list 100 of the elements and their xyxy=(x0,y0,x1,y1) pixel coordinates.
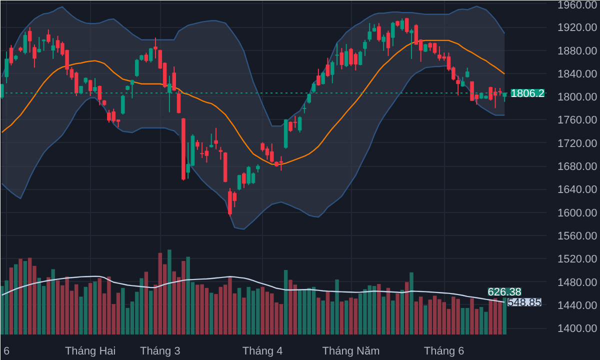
candlestick xyxy=(23,31,28,55)
candlestick xyxy=(340,47,344,70)
x-tick-label: Tháng 4 xyxy=(242,346,283,358)
line-series xyxy=(1,6,506,127)
candlestick xyxy=(368,22,372,42)
candlestick xyxy=(218,146,223,160)
candlestick xyxy=(135,58,139,78)
x-tick-label: Tháng 3 xyxy=(140,346,180,358)
y-tick-label: 1560.00 xyxy=(558,230,598,243)
y-tick-label: 1800.00 xyxy=(558,92,598,104)
y-tick-label: 1400.00 xyxy=(558,323,598,336)
candlestick xyxy=(391,21,395,47)
candlestick xyxy=(316,68,320,86)
candlestick xyxy=(363,39,367,57)
bar xyxy=(488,300,493,334)
bar xyxy=(144,272,148,334)
bar xyxy=(382,296,386,334)
bar xyxy=(410,272,414,334)
candlestick xyxy=(154,37,158,59)
candlestick xyxy=(465,67,470,78)
candlestick xyxy=(51,38,55,60)
candlestick xyxy=(74,71,78,97)
x-tick-label: Tháng Năm xyxy=(322,346,380,358)
y-tick-label: 1480.00 xyxy=(558,276,598,289)
candlestick xyxy=(321,71,325,85)
candlestick xyxy=(377,22,381,42)
y-tick-label: 1880.00 xyxy=(558,45,598,58)
bar xyxy=(321,300,325,334)
bar xyxy=(377,284,381,334)
candlestick xyxy=(176,90,181,114)
bar xyxy=(284,270,288,334)
bar xyxy=(148,290,153,334)
candlestick xyxy=(88,79,92,97)
bar xyxy=(316,298,320,334)
candlestick xyxy=(144,52,148,63)
bar xyxy=(424,305,428,334)
candlestick xyxy=(326,57,330,78)
candlestick xyxy=(98,85,102,106)
ref-line-label: 1806.2 xyxy=(510,88,545,100)
candlestick xyxy=(410,28,414,60)
bar xyxy=(400,290,404,334)
y-tick-label: 1920.00 xyxy=(558,22,598,34)
candlestick xyxy=(382,34,386,52)
candlestick xyxy=(400,18,404,32)
bar xyxy=(418,296,423,334)
y-tick-label: 1520.00 xyxy=(558,254,598,266)
bar xyxy=(502,298,506,334)
y-tick-label: 1840.00 xyxy=(558,68,598,80)
candlestick xyxy=(344,43,348,68)
y-tick-label: 1680.00 xyxy=(558,161,598,174)
bar xyxy=(386,288,390,334)
line-series xyxy=(1,40,506,165)
bar xyxy=(237,288,242,334)
bar xyxy=(14,264,18,334)
bar xyxy=(23,261,28,334)
bar xyxy=(168,250,172,334)
bar xyxy=(51,269,55,334)
bar xyxy=(88,283,92,334)
y-tick-label: 1600.00 xyxy=(558,207,598,220)
bar xyxy=(340,302,344,334)
y-tick-label: 1960.00 xyxy=(558,0,598,12)
bar xyxy=(326,290,330,334)
y-tick-label: 1720.00 xyxy=(558,138,598,150)
x-tick-label: Tháng Hai xyxy=(64,346,116,358)
candlestick xyxy=(386,30,390,57)
candlestick xyxy=(456,75,460,96)
candlestick xyxy=(209,133,214,148)
candlestick xyxy=(270,142,274,164)
bar xyxy=(98,278,102,334)
candlestick xyxy=(330,60,334,84)
candlestick xyxy=(404,17,409,34)
candlestick xyxy=(148,47,153,63)
y-tick-label: 1760.00 xyxy=(558,114,598,127)
candlestick xyxy=(28,26,32,54)
bar xyxy=(242,298,246,334)
candlestick xyxy=(121,94,125,116)
bar xyxy=(46,277,50,334)
candlestick xyxy=(302,103,306,114)
candlestick xyxy=(298,116,302,133)
candlestick xyxy=(37,36,42,54)
candlestick xyxy=(32,44,36,68)
candlestick xyxy=(9,44,14,66)
bar xyxy=(344,300,348,334)
data-label: 626.38 xyxy=(488,286,522,299)
candlestick xyxy=(237,174,242,191)
candlestick xyxy=(358,50,362,66)
candlestick xyxy=(172,66,176,92)
bar xyxy=(404,282,409,334)
bar xyxy=(4,280,8,334)
y-tick-label: 1440.00 xyxy=(558,300,598,312)
candlestick xyxy=(4,50,8,84)
x-tick-label: Tháng 6 xyxy=(424,346,464,358)
bar xyxy=(372,286,376,334)
x-tick-label: 6 xyxy=(3,346,10,358)
candlestick xyxy=(335,42,339,66)
bar xyxy=(93,281,97,334)
candlestick xyxy=(214,127,218,150)
bar xyxy=(396,293,400,334)
candlestick xyxy=(196,140,200,150)
bar xyxy=(209,292,214,334)
